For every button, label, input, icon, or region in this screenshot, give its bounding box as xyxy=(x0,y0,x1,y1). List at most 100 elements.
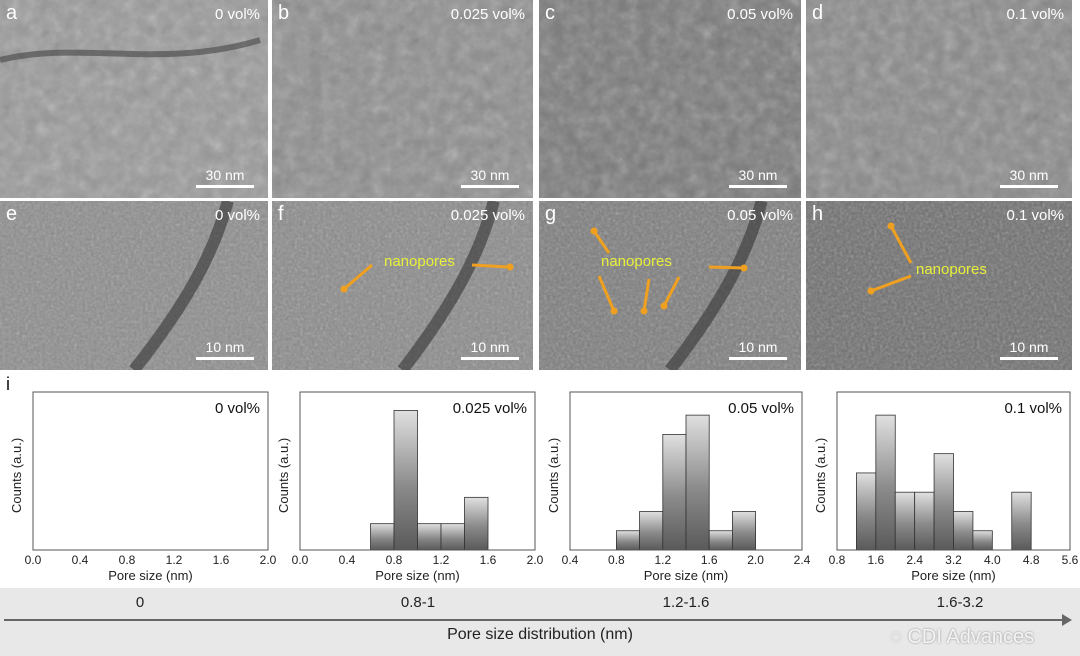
tem-texture xyxy=(806,0,1072,198)
chart-title: 0.05 vol% xyxy=(728,400,794,417)
concentration-label: 0 vol% xyxy=(214,6,260,23)
histogram-3: 0.8 1.6 2.4 3.2 4.0 4.8 5.6 Pore size (nm) Count… xyxy=(813,391,1078,583)
x-tick-label: 2.0 xyxy=(526,553,544,567)
histogram-bar xyxy=(1011,491,1032,551)
scale-bar: 30 nm xyxy=(196,167,254,188)
scale-bar: 10 nm xyxy=(1000,339,1058,360)
histogram-bar xyxy=(972,530,993,551)
tem-texture xyxy=(539,201,801,370)
x-tick-label: 0.0 xyxy=(291,553,309,567)
pore-size-summary-band: 0 0.8-1 1.2-1.6 1.6-3.2 Pore size distri… xyxy=(0,588,1080,656)
panel-letter: a xyxy=(6,2,18,24)
histogram-bar xyxy=(616,530,641,551)
panel-i-label: i xyxy=(6,374,10,394)
x-axis-label: Pore size (nm) xyxy=(108,568,193,583)
panel-letter: c xyxy=(545,2,555,24)
x-tick-label: 0.8 xyxy=(385,553,403,567)
histogram-0: 0.0 0.4 0.8 1.2 1.6 2.0 Pore size (nm) Counts (… xyxy=(9,391,276,583)
histogram-2: 0.4 0.8 1.2 1.6 2.0 2.4 Pore size (nm) Counts (… xyxy=(546,391,810,583)
tem-image-g: g 0.05 vol% 10 nm nanopores xyxy=(539,201,801,370)
panel-letter: b xyxy=(278,2,290,24)
histogram-bar xyxy=(417,523,442,551)
x-tick-label: 1.6 xyxy=(700,553,718,567)
range-label: 0.8-1 xyxy=(400,594,436,611)
x-tick-label: 4.0 xyxy=(983,553,1001,567)
concentration-label: 0 vol% xyxy=(214,207,260,224)
scale-bar: 10 nm xyxy=(729,339,787,360)
arrow-icon xyxy=(590,227,748,315)
histogram-bar xyxy=(662,433,687,551)
concentration-label: 0.05 vol% xyxy=(727,207,793,224)
x-tick-label: 0.8 xyxy=(828,553,846,567)
plot-frame xyxy=(836,391,1071,551)
tem-texture xyxy=(806,201,1072,370)
x-tick-label: 0.4 xyxy=(71,553,89,567)
tem-image-f: f 0.025 vol% 10 nm nanopores xyxy=(272,201,533,370)
range-label: 1.2-1.6 xyxy=(662,594,710,611)
chart-title: 0.1 vol% xyxy=(1004,400,1062,417)
x-tick-label: 0.0 xyxy=(24,553,42,567)
x-tick-label: 2.4 xyxy=(793,553,811,567)
histogram-bar xyxy=(708,530,733,551)
tem-texture xyxy=(272,201,533,370)
plot-frame xyxy=(299,391,536,551)
histogram-bar xyxy=(393,410,418,551)
arrow-icon xyxy=(340,263,514,293)
arrowhead-icon xyxy=(1062,614,1072,626)
concentration-label: 0.05 vol% xyxy=(727,6,793,23)
tem-texture xyxy=(0,0,268,198)
axis-arrow-line xyxy=(4,619,1064,621)
concentration-label: 0.1 vol% xyxy=(1006,207,1064,224)
y-axis-label: Counts (a.u.) xyxy=(276,437,291,513)
histogram-bar xyxy=(440,523,465,551)
nanopores-annotation: nanopores xyxy=(601,253,672,270)
panel-letter: h xyxy=(812,203,824,225)
panel-letter: e xyxy=(6,203,18,225)
tem-texture xyxy=(272,0,533,198)
y-axis-label: Counts (a.u.) xyxy=(813,437,828,513)
concentration-label: 0.025 vol% xyxy=(450,207,525,224)
x-tick-label: 4.8 xyxy=(1022,553,1040,567)
histogram-bar xyxy=(685,414,710,551)
panel-letter: f xyxy=(278,203,284,225)
x-tick-label: 0.4 xyxy=(561,553,579,567)
tem-image-a: a 0 vol% 30 nm xyxy=(0,0,268,198)
scale-bar: 30 nm xyxy=(461,167,519,188)
histogram-bar xyxy=(894,491,916,551)
x-tick-label: 5.6 xyxy=(1061,553,1079,567)
histogram-bar xyxy=(933,453,954,551)
x-tick-label: 0.8 xyxy=(608,553,625,567)
x-tick-label: 2.0 xyxy=(259,553,277,567)
tem-texture xyxy=(0,201,268,370)
y-axis-label: Counts (a.u.) xyxy=(546,437,561,513)
y-axis-label: Counts (a.u.) xyxy=(9,437,24,513)
nanopores-annotation: nanopores xyxy=(916,261,987,278)
x-axis-label: Pore size (nm) xyxy=(375,568,460,583)
tem-texture xyxy=(539,0,801,198)
panel-letter: g xyxy=(545,203,557,225)
histogram-bar xyxy=(639,511,664,551)
histogram-bar xyxy=(914,491,935,551)
range-label: 0 xyxy=(135,594,145,611)
scale-bar: 10 nm xyxy=(196,339,254,360)
plot-frame xyxy=(569,391,803,551)
chart-title: 0 vol% xyxy=(214,400,260,417)
x-tick-label: 1.6 xyxy=(867,553,885,567)
x-tick-label: 1.2 xyxy=(165,553,183,567)
histogram-bar xyxy=(370,523,395,551)
distribution-axis-label: Pore size distribution (nm) xyxy=(447,626,633,643)
chart-title: 0.025 vol% xyxy=(452,400,527,417)
histogram-bar xyxy=(953,511,974,551)
histogram-bar xyxy=(731,511,756,551)
histogram-1: 0.0 0.4 0.8 1.2 1.6 2.0 Pore size (nm) Counts (… xyxy=(276,391,543,583)
tem-image-d: d 0.1 vol% 30 nm xyxy=(806,0,1072,198)
wechat-icon: ◌ xyxy=(890,626,902,648)
tem-image-c: c 0.05 vol% 30 nm xyxy=(539,0,801,198)
arrow-icon xyxy=(867,222,913,295)
panel-letter: d xyxy=(812,2,824,24)
x-tick-label: 1.6 xyxy=(212,553,230,567)
tem-image-e: e 0 vol% 10 nm xyxy=(0,201,268,370)
scale-bar: 10 nm xyxy=(461,339,519,360)
histogram-bar xyxy=(464,496,489,551)
tem-image-h: h 0.1 vol% 10 nm nanopores xyxy=(806,201,1072,370)
